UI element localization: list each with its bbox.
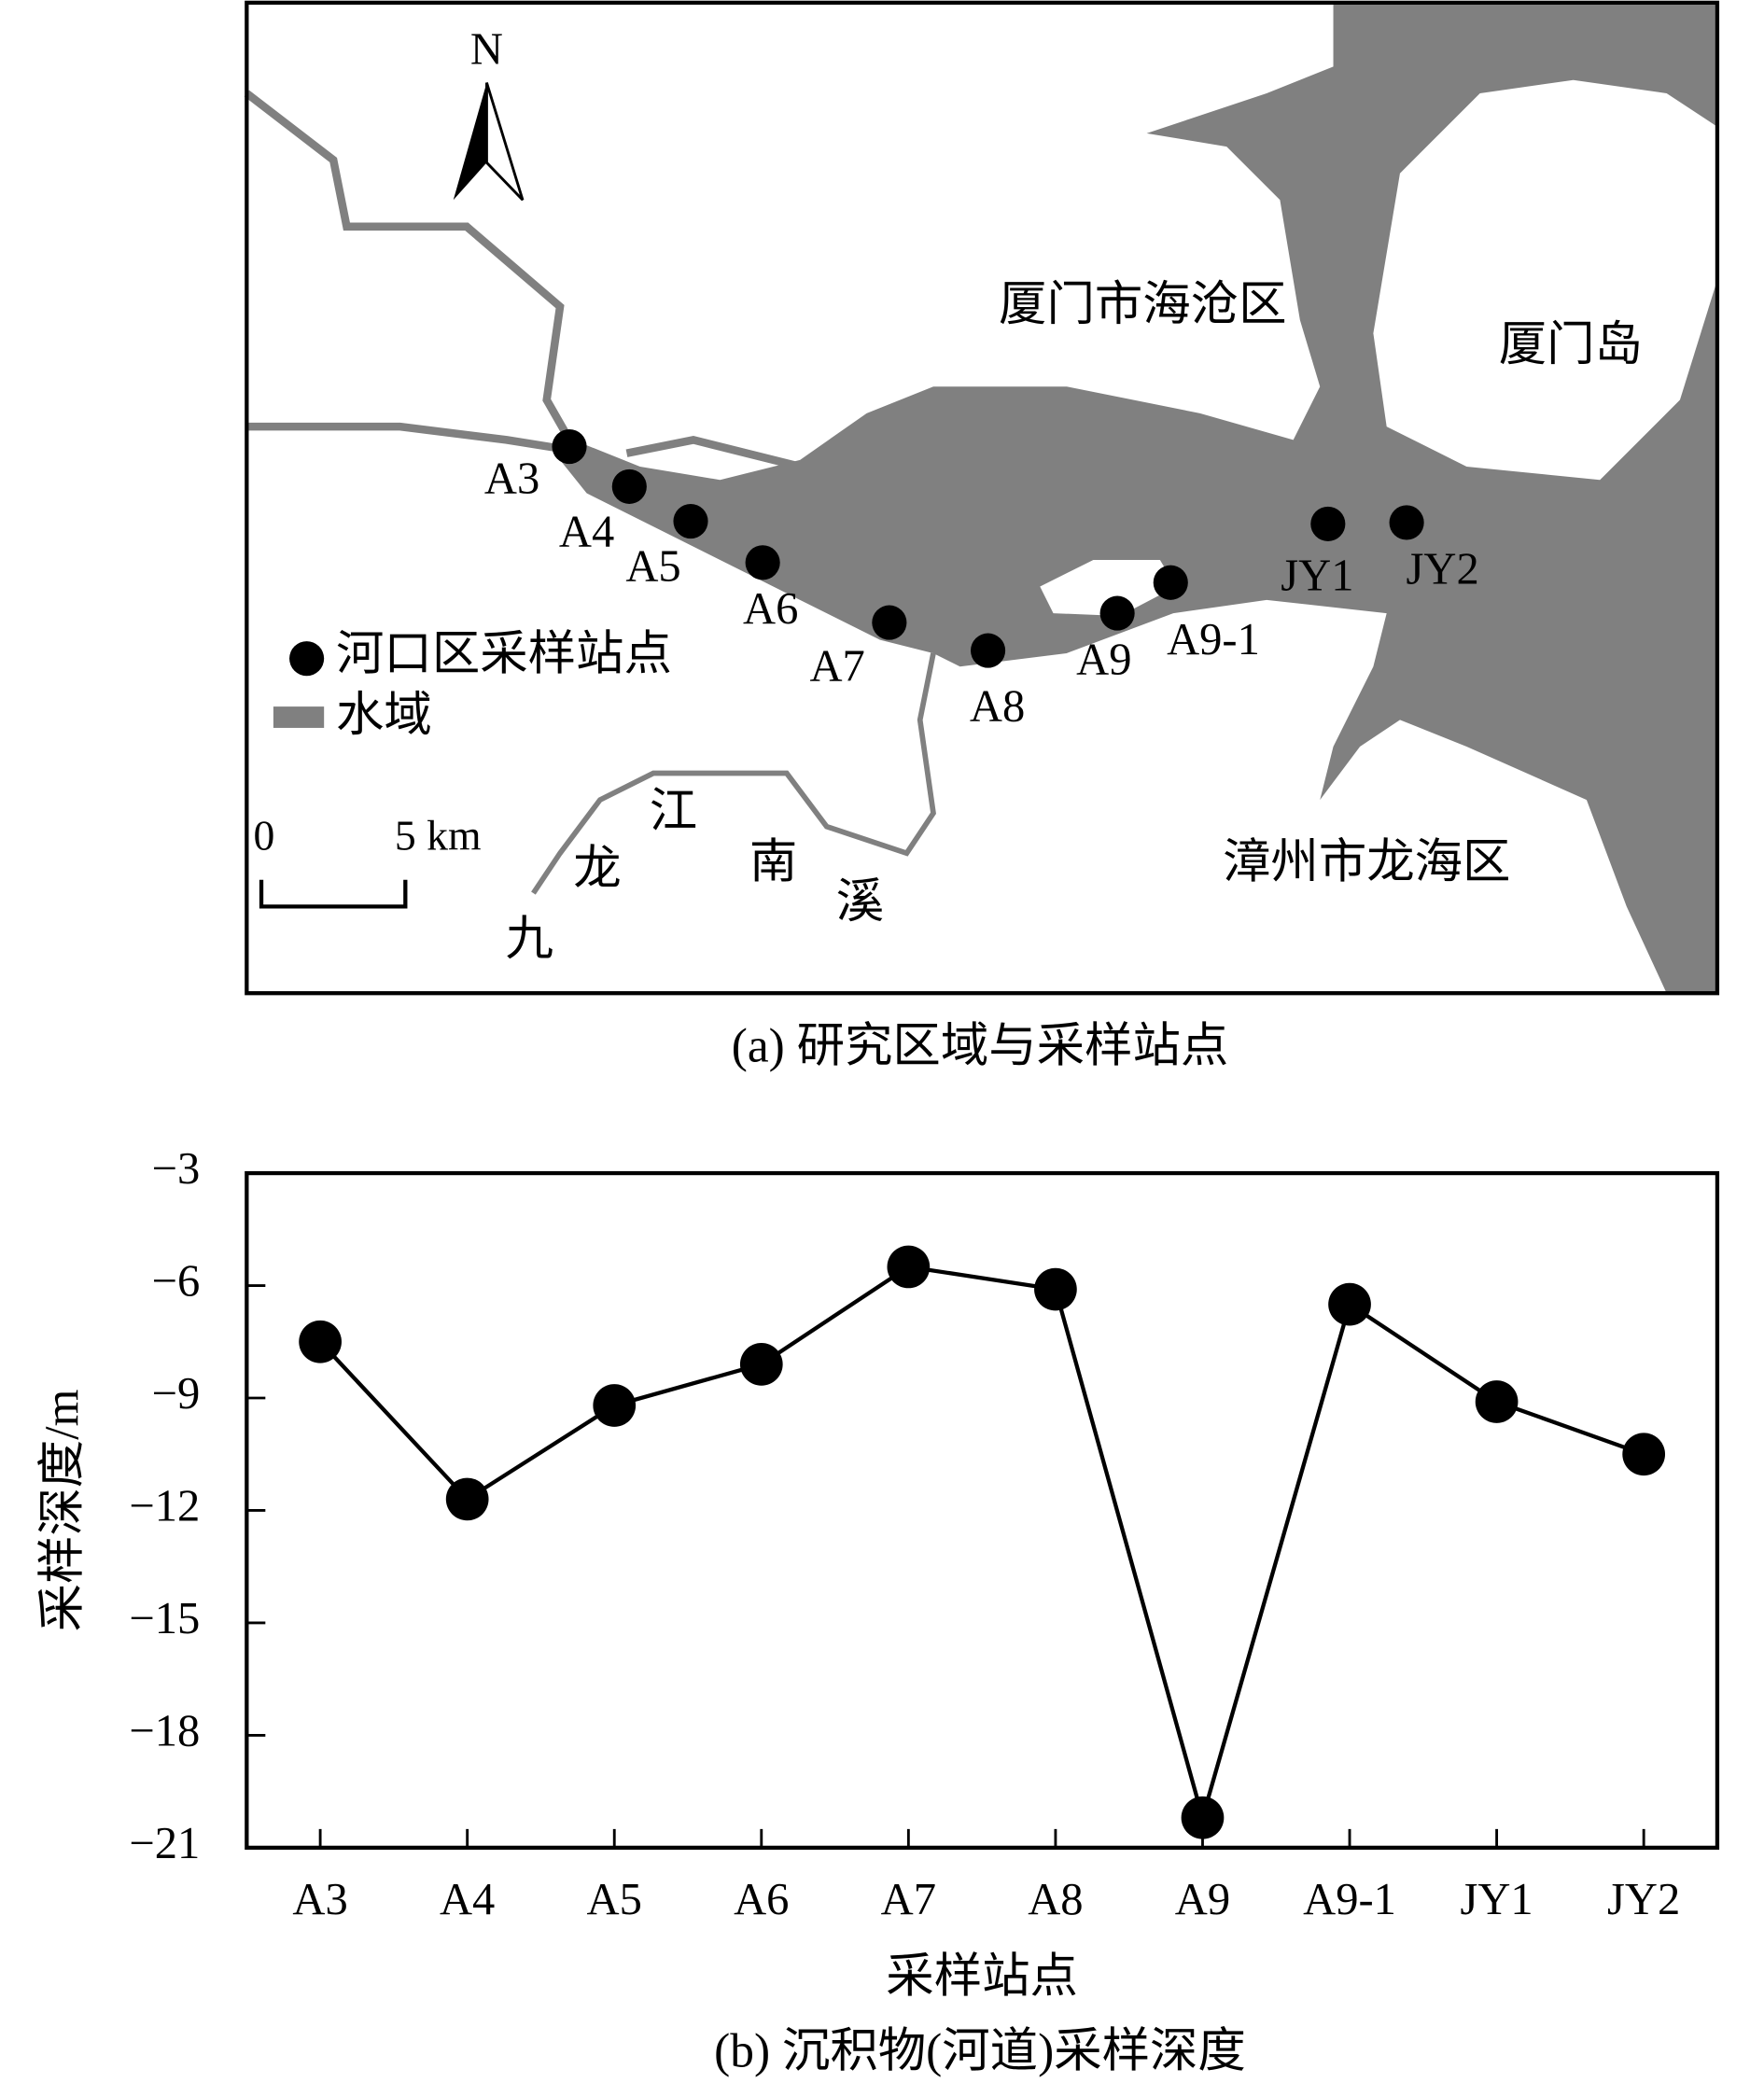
station-marker — [611, 468, 647, 504]
point — [739, 1343, 783, 1386]
point — [299, 1320, 342, 1363]
point — [1328, 1282, 1371, 1326]
scale-bar — [259, 879, 408, 909]
river — [246, 422, 574, 455]
y-tick-label: −12 — [129, 1481, 200, 1531]
x-tick-label: A7 — [881, 1874, 936, 1924]
x-tick-label: A8 — [1028, 1874, 1083, 1924]
point — [1622, 1433, 1666, 1476]
x-tick-label: JY2 — [1607, 1874, 1680, 1924]
y-tick-label: −18 — [129, 1706, 200, 1756]
station-marker — [872, 605, 907, 640]
station-label: JY1 — [1281, 551, 1353, 601]
river — [719, 502, 922, 551]
y-tick-label: −15 — [129, 1593, 200, 1643]
scale-label: 5 km — [395, 811, 482, 859]
river — [531, 652, 936, 895]
river-label: 溪 — [836, 875, 884, 929]
x-tick-label: A9 — [1175, 1874, 1230, 1924]
station-marker — [673, 503, 708, 539]
rivers — [244, 90, 936, 895]
x-axis-label: 采样站点 — [886, 1950, 1078, 2004]
region-label: 漳州市龙海区 — [1223, 835, 1510, 888]
y-tick-label: −9 — [152, 1368, 201, 1419]
plot-frame — [245, 1170, 1720, 1851]
chart-title: (b) 沉积物(河道)采样深度 — [714, 2025, 1246, 2078]
x-tick-label: A9-1 — [1303, 1874, 1396, 1924]
station-label: A9 — [1076, 635, 1131, 685]
station-marker — [745, 545, 780, 580]
station-label: A6 — [743, 583, 798, 634]
legend-swatch — [273, 706, 325, 728]
station-marker — [1389, 505, 1424, 540]
station-marker — [1310, 506, 1346, 541]
river-label: 江 — [650, 785, 697, 838]
map-caption: (a) 研究区域与采样站点 — [732, 1019, 1229, 1072]
station-marker — [970, 633, 1006, 668]
station-label: A3 — [484, 453, 539, 503]
y-axis-label: 采样深度/m — [35, 1390, 89, 1632]
x-tick-label: A3 — [292, 1874, 347, 1924]
point — [593, 1384, 637, 1427]
station-marker — [1153, 565, 1188, 600]
station-marker — [1099, 595, 1135, 631]
legend-label: 水域 — [336, 689, 432, 742]
station-marker — [552, 428, 587, 465]
north-label: N — [470, 23, 503, 74]
point — [887, 1245, 931, 1289]
x-tick-label: A5 — [587, 1874, 642, 1924]
station-label: A4 — [559, 506, 614, 556]
station-label: A8 — [970, 681, 1025, 732]
river-label: 南 — [749, 835, 797, 888]
map: N 厦门市海沧区 厦门岛 漳州市龙海区 九 龙 江 南 溪 河口区采样站点 水域… — [244, 0, 1720, 1072]
station-label: A5 — [625, 541, 680, 592]
y-tick-label: −21 — [129, 1818, 200, 1868]
x-tick-label: JY1 — [1460, 1874, 1533, 1924]
point — [1034, 1267, 1077, 1311]
north-arrow — [485, 82, 525, 202]
scale-label: 0 — [253, 811, 274, 859]
river — [625, 436, 802, 471]
point — [1475, 1380, 1519, 1423]
island — [1373, 79, 1717, 481]
x-tick-label: A6 — [734, 1874, 789, 1924]
point — [1181, 1796, 1225, 1839]
y-tick-label: −6 — [152, 1256, 201, 1307]
region-label: 厦门岛 — [1499, 318, 1643, 371]
map-frame — [245, 0, 1720, 996]
station-label: JY2 — [1407, 543, 1479, 594]
river — [244, 90, 578, 449]
point — [445, 1477, 489, 1521]
chart: −3 −6 −9 −12 −15 −18 −21 A3 A4 A5 A6 A7 A8 A9 A9-1 JY1 J… — [35, 1143, 1720, 2078]
line — [318, 1265, 1645, 1825]
river-label: 龙 — [573, 842, 621, 895]
islet — [1040, 559, 1176, 616]
station-label: A7 — [809, 641, 864, 692]
region-label: 厦门市海沧区 — [999, 278, 1286, 331]
legend-marker — [289, 641, 325, 677]
legend-label: 河口区采样站点 — [336, 627, 672, 680]
river-label: 九 — [505, 913, 553, 966]
station-label: A9-1 — [1167, 614, 1260, 664]
y-tick-label: −3 — [152, 1143, 201, 1194]
x-tick-label: A4 — [440, 1874, 495, 1924]
